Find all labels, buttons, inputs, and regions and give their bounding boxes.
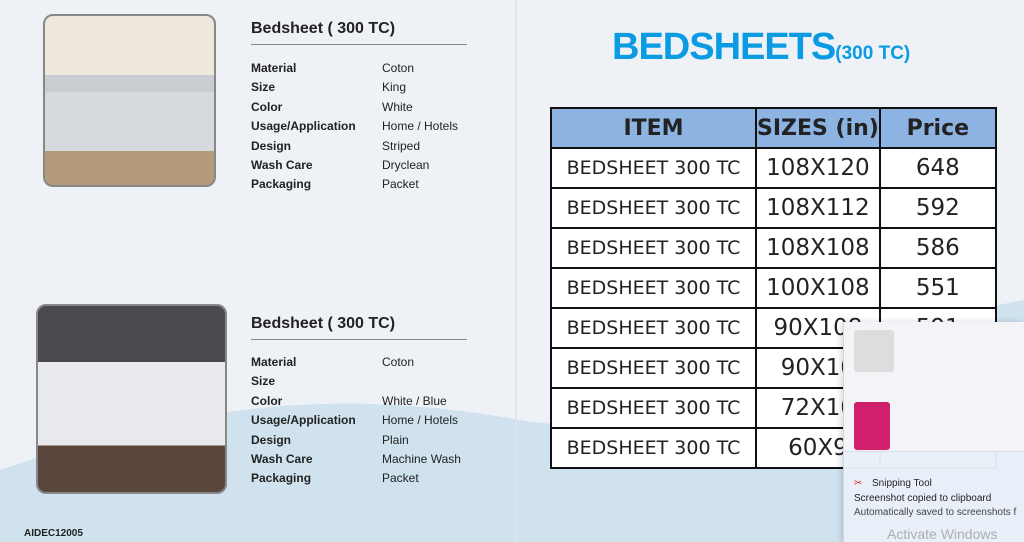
cell-price: 648 [878, 147, 997, 189]
spec-label: Packaging [251, 471, 312, 486]
spec-value: Home / Hotels [382, 119, 459, 134]
cell-item: BEDSHEET 300 TC [550, 147, 757, 189]
notification-body: Automatically saved to screenshots f [854, 507, 1017, 518]
product-code: AIDEC12005 [24, 528, 83, 539]
cell-size: 108X112 [755, 187, 881, 229]
notification-app: Snipping Tool [872, 478, 932, 489]
spec-value: Home / Hotels [382, 413, 459, 428]
spec-label: Size [251, 374, 276, 389]
product-image-white-bedsheet [43, 14, 216, 187]
table-row: BEDSHEET 300 TC 108X108 586 [550, 227, 997, 269]
spec-value: White [382, 99, 413, 114]
spec-row: Packaging Packet [251, 469, 461, 488]
spec-row: Size [251, 372, 461, 391]
brand-name: BEDSHEETS [612, 26, 836, 68]
table-row: BEDSHEET 300 TC 108X112 592 [550, 187, 997, 229]
cell-item: BEDSHEET 300 TC [550, 347, 757, 389]
spec-label: Design [251, 432, 292, 447]
spec-row: Usage/Application Home / Hotels [251, 411, 461, 430]
spec-label: Packaging [251, 177, 312, 192]
spec-label: Design [251, 138, 292, 153]
spec-row: Usage/Application Home / Hotels [251, 117, 458, 136]
cell-size: 100X108 [755, 267, 881, 309]
cell-item: BEDSHEET 300 TC [550, 387, 757, 429]
cell-price: 592 [878, 187, 997, 229]
cell-size: 108X108 [755, 227, 881, 269]
spec-row: Wash Care Machine Wash [251, 450, 461, 469]
snipping-tool-notification[interactable]: ✂ Snipping Tool Screenshot copied to cli… [843, 322, 1024, 542]
product-title: Bedsheet ( 300 TC) [251, 315, 467, 340]
spec-label: Wash Care [251, 158, 313, 173]
spec-label: Color [251, 99, 283, 114]
table-row: BEDSHEET 300 TC 108X120 648 [550, 147, 997, 189]
spec-label: Color [251, 393, 283, 408]
header-sizes: SIZES (in) [755, 107, 881, 149]
spec-label: Usage/Application [251, 413, 356, 428]
spec-value: Machine Wash [382, 452, 461, 467]
spec-label: Material [251, 355, 297, 369]
cell-item: BEDSHEET 300 TC [550, 307, 757, 349]
brand-subtitle: (300 TC) [835, 43, 911, 64]
cell-item: BEDSHEET 300 TC [550, 267, 757, 309]
header-price: Price [878, 107, 997, 149]
activate-windows-watermark: Activate Windows [887, 526, 998, 542]
spec-row: Design Striped [251, 137, 458, 156]
spec-value: Plain [382, 432, 409, 447]
spec-row: Material Coton [251, 353, 461, 372]
spec-value: King [382, 80, 407, 95]
spec-label: Size [251, 80, 276, 95]
cell-item: BEDSHEET 300 TC [550, 427, 757, 469]
screenshot-thumbnail[interactable] [844, 322, 1024, 452]
spec-value: Dryclean [382, 158, 430, 173]
spec-value: Coton [382, 355, 415, 369]
product-specs: Material Coton Size Color White / Blue Usage/… [251, 353, 461, 489]
cell-price: 551 [878, 267, 997, 309]
cell-size: 108X120 [755, 147, 881, 189]
spec-value: Packet [382, 471, 419, 486]
spec-value: Packet [382, 177, 419, 192]
snipping-tool-icon: ✂ [854, 478, 863, 489]
spec-value: Coton [382, 61, 415, 75]
product-image-striped-bedsheet [36, 304, 227, 494]
header-item: ITEM [550, 107, 757, 149]
notification-title: Screenshot copied to clipboard [854, 493, 992, 504]
page-spine [515, 0, 517, 542]
spec-row: Color White / Blue [251, 392, 461, 411]
spec-label: Usage/Application [251, 119, 356, 134]
spec-value: White / Blue [382, 393, 447, 408]
spec-row: Material Coton [251, 59, 458, 78]
spec-value: Striped [382, 138, 421, 153]
spec-row: Color White [251, 98, 458, 117]
cell-item: BEDSHEET 300 TC [550, 187, 757, 229]
spec-label: Material [251, 61, 297, 75]
product-title: Bedsheet ( 300 TC) [251, 20, 467, 45]
table-row: BEDSHEET 300 TC 100X108 551 [550, 267, 997, 309]
product-specs: Material Coton Size King Color White Usage/App… [251, 59, 458, 195]
cell-price: 586 [878, 227, 997, 269]
spec-row: Size King [251, 78, 458, 97]
spec-row: Wash Care Dryclean [251, 156, 458, 175]
spec-row: Packaging Packet [251, 175, 458, 194]
brand-title: BEDSHEETS(300 TC) [612, 26, 910, 69]
cell-item: BEDSHEET 300 TC [550, 227, 757, 269]
spec-row: Design Plain [251, 431, 461, 450]
spec-label: Wash Care [251, 452, 313, 467]
